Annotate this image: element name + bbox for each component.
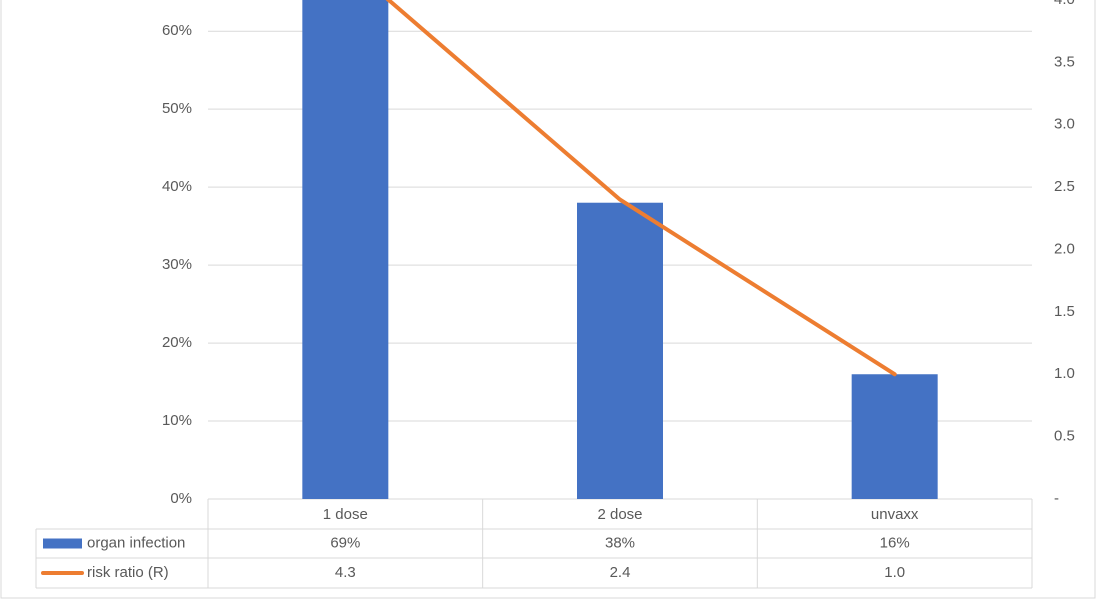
legend-label: organ infection [87,534,185,551]
x-tick-label: 1 dose [323,506,368,523]
y2-tick-label: 4.0 [1054,0,1075,8]
bar [302,0,389,499]
legend-key [43,538,82,549]
data-table-value: 16% [880,534,910,551]
y-tick-label: 50% [162,100,192,117]
y2-tick-label: 1.5 [1054,303,1075,320]
y-tick-label: 0% [170,490,192,507]
line [385,0,897,377]
y2-tick-label: 3.0 [1054,116,1075,133]
y-tick-label: 20% [162,334,192,351]
bar [851,374,938,499]
y2-tick-label: - [1054,490,1059,507]
bar [577,202,663,499]
data-table-value: 1.0 [884,564,905,581]
legend-label: risk ratio (R) [87,564,169,581]
x-tick-label: 2 dose [597,506,642,523]
y2-tick-label: 0.5 [1054,428,1075,445]
y2-tick-label: 1.0 [1054,365,1075,382]
y2-tick-label: 2.5 [1054,178,1075,195]
y2-tick-label: 3.5 [1054,53,1075,70]
plot-area [302,0,938,499]
y-tick-label: 40% [162,178,192,195]
y-tick-label: 10% [162,412,192,429]
y-tick-label: 60% [162,22,192,39]
data-table-value: 38% [605,534,635,551]
data-table-value: 69% [330,534,360,551]
y-tick-label: 30% [162,256,192,273]
data-table-value: 4.3 [335,564,356,581]
x-tick-label: unvaxx [871,506,919,523]
y2-tick-label: 2.0 [1054,240,1075,257]
data-table-value: 2.4 [610,564,631,581]
